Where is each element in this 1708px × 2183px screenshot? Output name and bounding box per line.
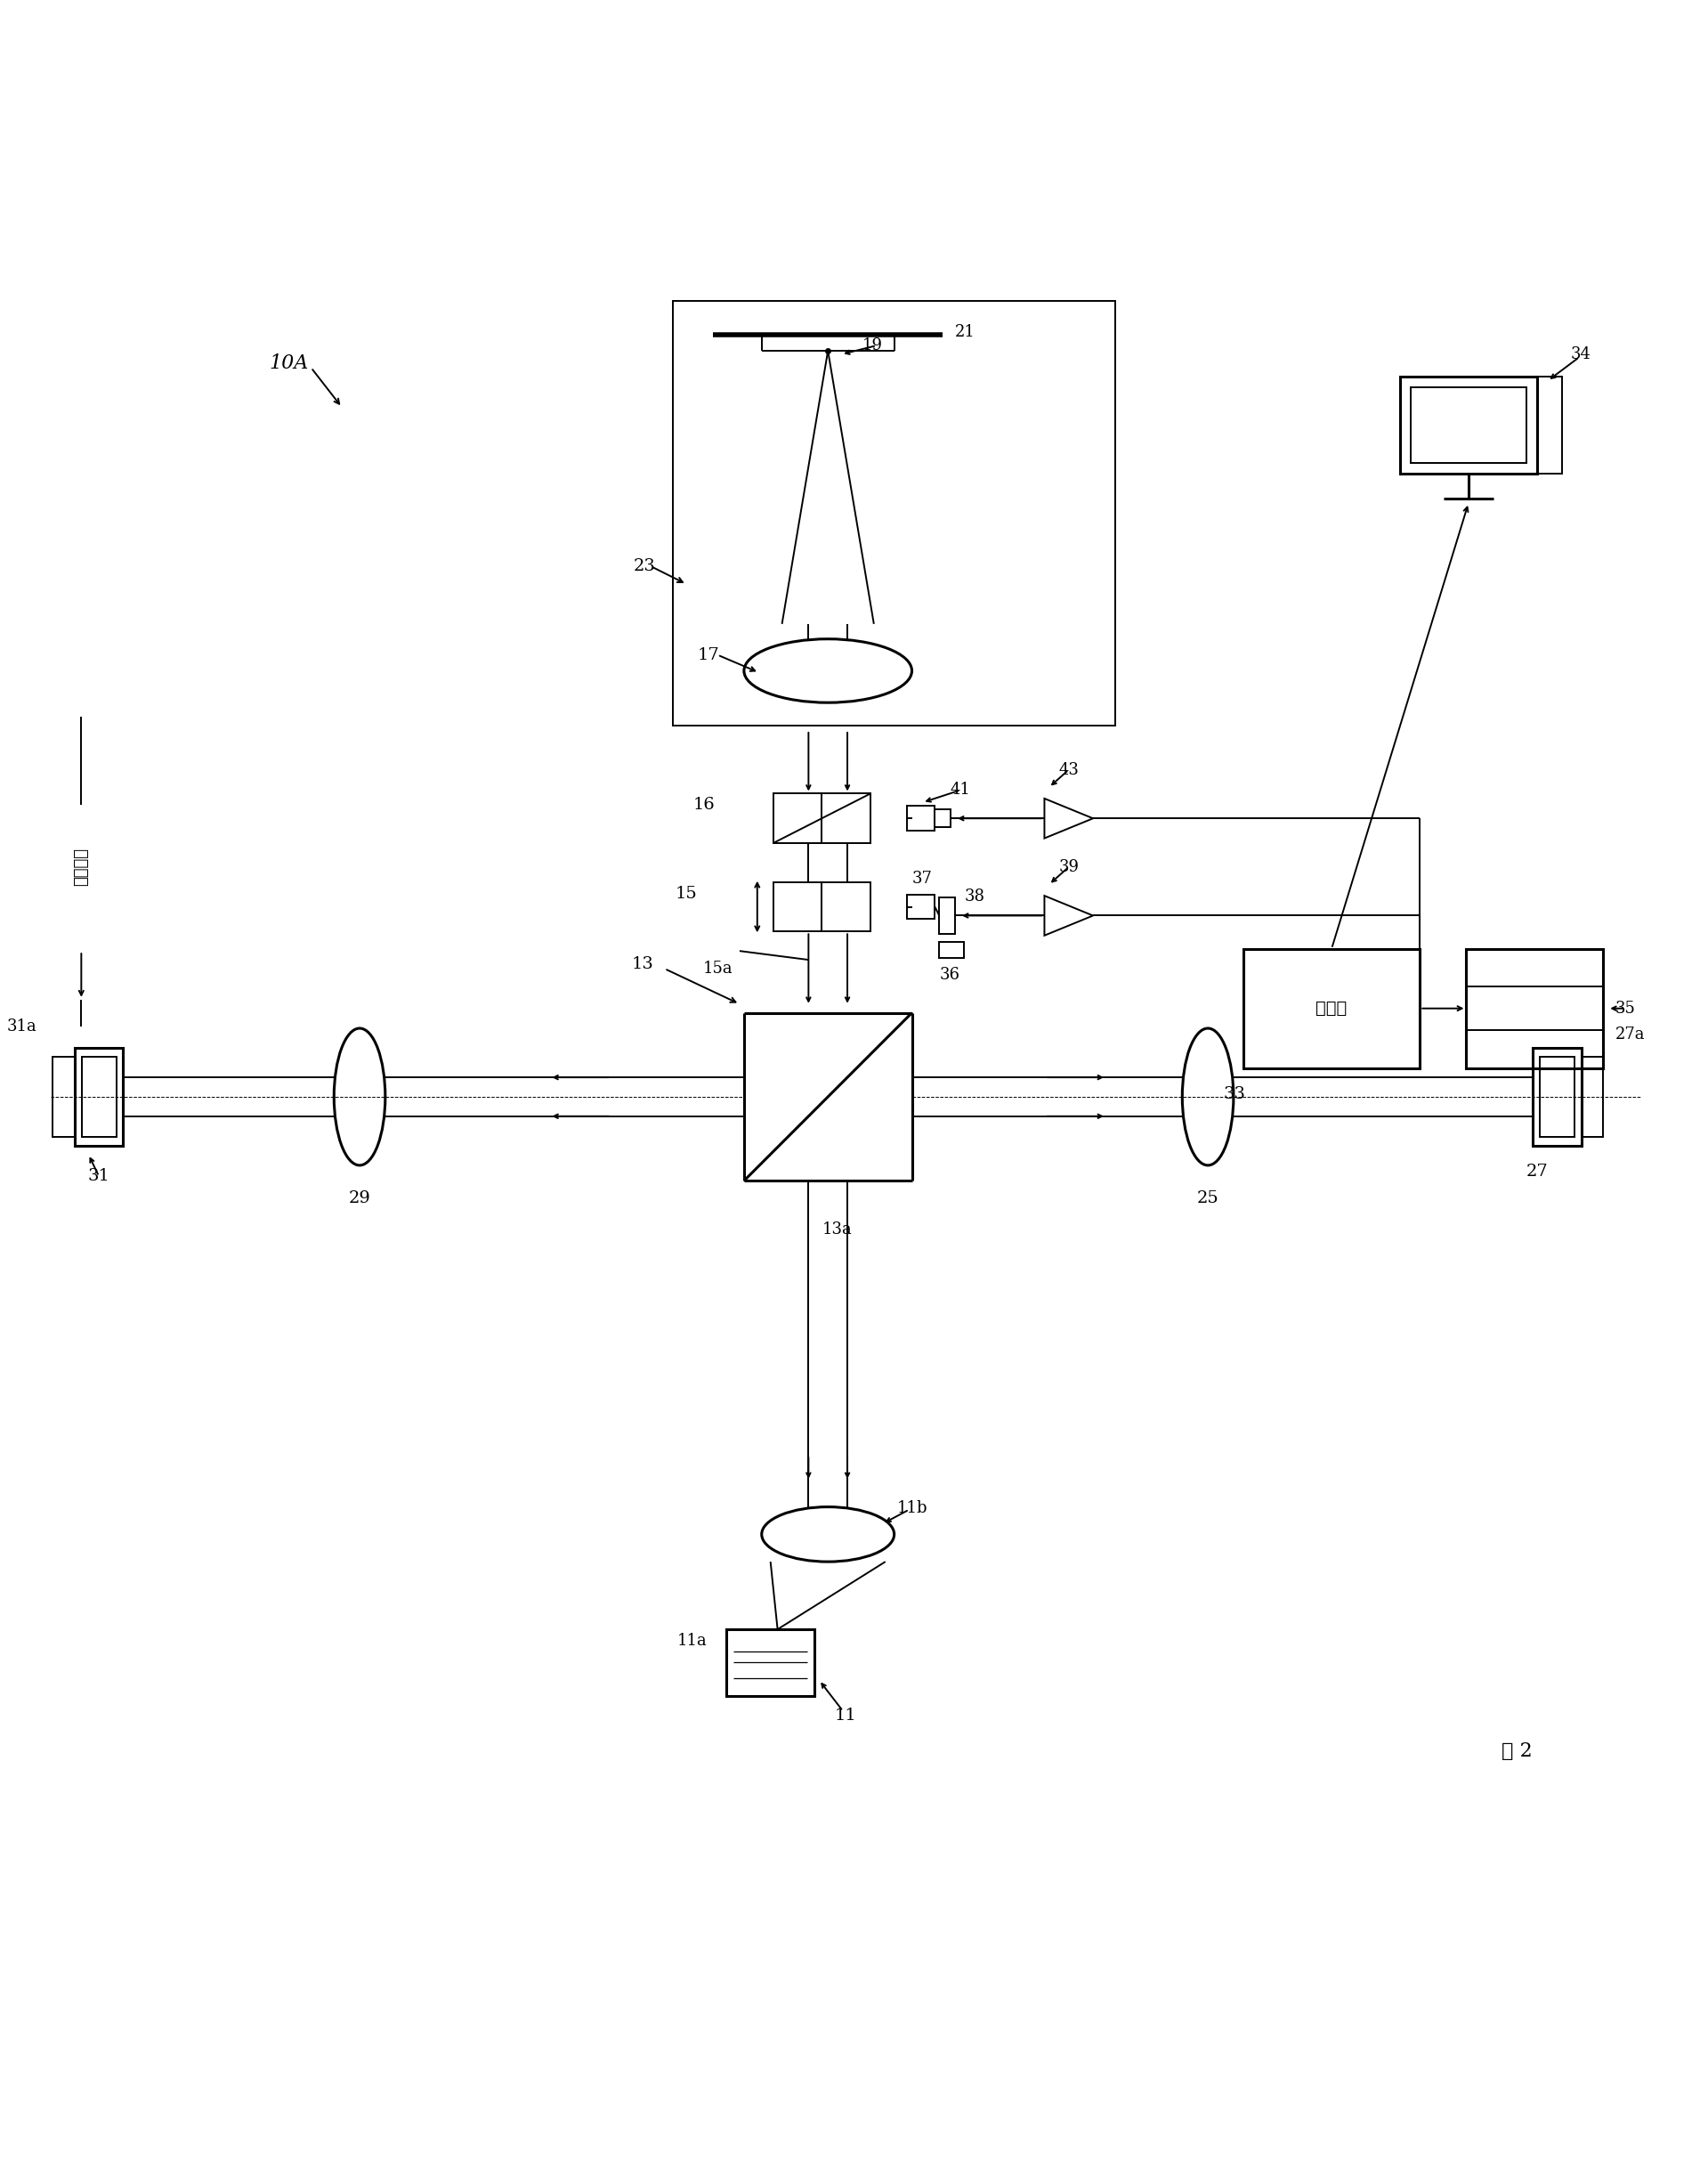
- Text: 15a: 15a: [702, 961, 733, 976]
- Text: 31: 31: [87, 1168, 109, 1185]
- Text: 19: 19: [863, 338, 883, 354]
- Text: 13: 13: [632, 956, 654, 971]
- Text: 23: 23: [634, 559, 656, 574]
- Text: 36: 36: [939, 967, 960, 982]
- Text: 33: 33: [1223, 1087, 1245, 1102]
- Text: 11: 11: [835, 1707, 857, 1725]
- Text: 11b: 11b: [897, 1500, 927, 1515]
- Text: 38: 38: [965, 888, 986, 904]
- Text: 16: 16: [693, 797, 716, 812]
- Text: 39: 39: [1059, 858, 1079, 875]
- Text: 21: 21: [955, 325, 975, 341]
- Text: 计算机: 计算机: [1315, 1000, 1348, 1017]
- Text: 29: 29: [348, 1190, 371, 1207]
- Text: 13a: 13a: [822, 1220, 852, 1238]
- Text: 10A: 10A: [270, 354, 309, 373]
- Text: 34: 34: [1571, 347, 1592, 362]
- Text: 25: 25: [1197, 1190, 1220, 1207]
- Text: 27a: 27a: [1614, 1026, 1645, 1043]
- Text: 43: 43: [1059, 762, 1079, 777]
- Text: 向计算机: 向计算机: [73, 847, 89, 886]
- Text: 17: 17: [697, 646, 719, 664]
- Text: 27: 27: [1525, 1164, 1547, 1181]
- Text: 41: 41: [950, 782, 970, 799]
- Text: 35: 35: [1616, 1000, 1636, 1017]
- Text: 37: 37: [912, 871, 933, 886]
- Text: 15: 15: [676, 886, 697, 902]
- Text: 图 2: 图 2: [1501, 1742, 1532, 1762]
- Text: 11a: 11a: [676, 1633, 707, 1648]
- Text: 31a: 31a: [7, 1017, 36, 1035]
